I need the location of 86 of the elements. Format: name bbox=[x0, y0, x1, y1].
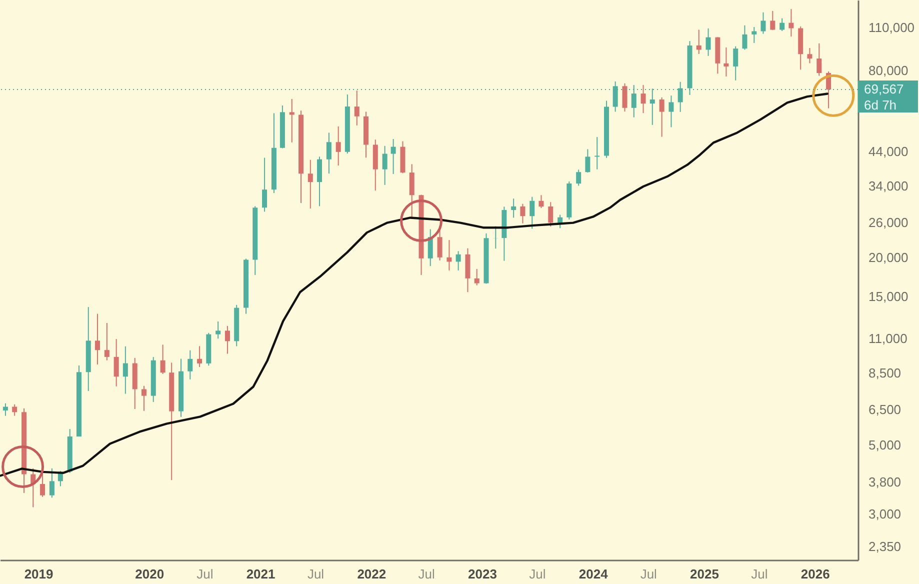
candlestick bbox=[659, 96, 664, 138]
candlestick bbox=[12, 404, 18, 416]
candlestick bbox=[224, 325, 230, 354]
x-tick-label: 2026 bbox=[800, 566, 830, 582]
y-tick-label: 34,000 bbox=[868, 178, 908, 194]
candlestick bbox=[94, 313, 100, 365]
ref-line-label: 69,567 bbox=[864, 81, 904, 96]
candlestick bbox=[594, 136, 600, 170]
candlestick bbox=[409, 164, 414, 220]
y-tick-label: 5,000 bbox=[868, 437, 902, 452]
x-tick-label: 2019 bbox=[24, 566, 54, 582]
x-tick-label: Jul bbox=[529, 566, 546, 582]
candlestick bbox=[336, 126, 341, 166]
candlestick bbox=[390, 138, 396, 174]
x-tick-label: 2020 bbox=[135, 566, 164, 582]
candlestick bbox=[530, 196, 535, 230]
candlestick bbox=[446, 240, 452, 271]
candlestick bbox=[40, 471, 46, 498]
candlestick bbox=[308, 159, 313, 210]
candlestick bbox=[197, 346, 202, 368]
candlestick bbox=[382, 145, 388, 186]
candlestick bbox=[538, 194, 544, 209]
x-tick-label: 2021 bbox=[246, 566, 276, 582]
y-tick-label: 44,000 bbox=[868, 144, 908, 159]
point bbox=[2, 446, 44, 488]
candlestick bbox=[289, 98, 294, 143]
y-tick-label: 110,000 bbox=[868, 20, 915, 36]
candlestick bbox=[520, 203, 526, 224]
candlestick bbox=[474, 268, 480, 286]
candlestick bbox=[465, 248, 470, 293]
candlestick bbox=[216, 320, 221, 340]
candlestick bbox=[326, 132, 332, 174]
candlestick bbox=[706, 28, 711, 56]
candlestick bbox=[558, 214, 563, 229]
candlestick bbox=[807, 47, 812, 64]
candlestick bbox=[760, 12, 766, 34]
candlestick bbox=[816, 42, 822, 76]
y-tick-label: 3,000 bbox=[868, 506, 902, 522]
candlestick bbox=[622, 82, 628, 112]
point bbox=[400, 200, 443, 242]
candlestick bbox=[104, 322, 110, 361]
y-tick-label: 26,000 bbox=[868, 214, 908, 230]
candlestick bbox=[2, 402, 8, 416]
x-tick-label: 2024 bbox=[578, 566, 609, 582]
x-tick-label: Jul bbox=[418, 566, 436, 582]
y-tick-label: 11,000 bbox=[868, 330, 908, 346]
candlestick bbox=[576, 169, 582, 186]
candlestick bbox=[788, 8, 794, 38]
candlestick bbox=[188, 350, 193, 380]
candlestick bbox=[668, 95, 674, 128]
candlestick bbox=[733, 46, 738, 81]
y-tick-label: 2,350 bbox=[868, 539, 902, 554]
candlestick bbox=[548, 202, 554, 228]
text: 6d 7h bbox=[864, 97, 897, 112]
candlestick bbox=[724, 46, 729, 77]
y-tick-label: 6,500 bbox=[868, 402, 902, 417]
candlestick bbox=[585, 148, 590, 174]
x-tick-label: Jul bbox=[640, 566, 658, 582]
candlestick bbox=[262, 157, 268, 212]
candlestick bbox=[141, 385, 146, 412]
candlestick bbox=[122, 346, 128, 394]
candlestick bbox=[696, 29, 702, 54]
x-tick-label: Jul bbox=[307, 566, 324, 582]
candlestick bbox=[114, 338, 119, 387]
candlestick bbox=[354, 90, 360, 126]
x-tick-label: Jul bbox=[751, 566, 768, 582]
candlestick bbox=[511, 198, 516, 218]
candlestick bbox=[456, 250, 461, 271]
candlestick bbox=[160, 344, 166, 375]
y-tick-label: 20,000 bbox=[868, 250, 908, 266]
candlestick bbox=[752, 26, 757, 44]
candlestick bbox=[742, 24, 748, 50]
candlestick bbox=[770, 10, 776, 31]
x-tick-label: Jul bbox=[196, 566, 214, 582]
x-tick-label: 2023 bbox=[468, 566, 497, 582]
candlestick bbox=[317, 156, 322, 207]
candlestick bbox=[640, 84, 646, 114]
candlestick bbox=[780, 18, 785, 32]
y-tick-label: 15,000 bbox=[868, 289, 908, 304]
x-tick-label: 2022 bbox=[357, 566, 386, 582]
y-tick-label: 3,800 bbox=[868, 474, 902, 490]
y-tick-label: 80,000 bbox=[868, 63, 908, 78]
point bbox=[812, 74, 855, 117]
candlestick bbox=[49, 468, 54, 498]
x-tick-label: 2025 bbox=[690, 566, 719, 582]
y-tick-label: 8,500 bbox=[868, 366, 902, 381]
